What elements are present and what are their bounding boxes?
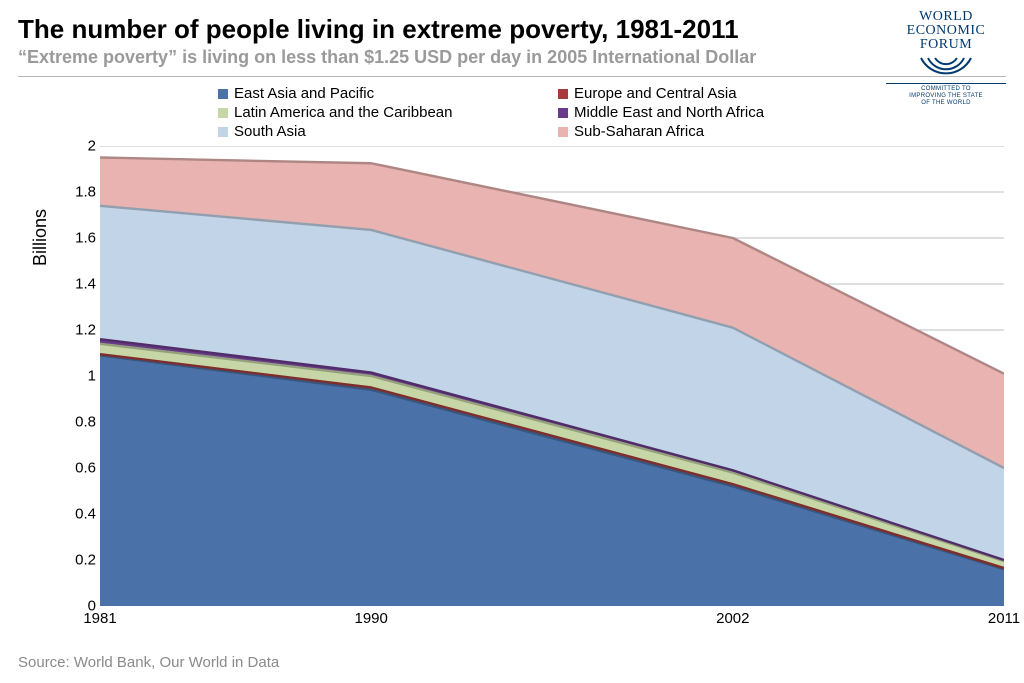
y-tick-label: 2 xyxy=(58,138,96,155)
y-tick-label: 1.8 xyxy=(58,184,96,201)
legend-item: East Asia and Pacific xyxy=(218,85,518,102)
legend-item: Latin America and the Caribbean xyxy=(218,104,518,121)
legend-item: Sub-Saharan Africa xyxy=(558,123,858,140)
header: The number of people living in extreme p… xyxy=(18,14,1006,77)
y-tick-label: 0.4 xyxy=(58,506,96,523)
legend-swatch xyxy=(218,108,228,118)
page: The number of people living in extreme p… xyxy=(0,0,1024,683)
legend-item: South Asia xyxy=(218,123,518,140)
logo-arc-icon xyxy=(916,54,976,76)
legend-swatch xyxy=(218,89,228,99)
y-tick-label: 1 xyxy=(58,368,96,385)
legend-label: Middle East and North Africa xyxy=(574,104,764,121)
legend-item: Europe and Central Asia xyxy=(558,85,858,102)
y-tick-label: 1.4 xyxy=(58,276,96,293)
legend-item: Middle East and North Africa xyxy=(558,104,858,121)
y-tick-label: 0.2 xyxy=(58,552,96,569)
x-axis-labels: 1981199020022011 xyxy=(100,610,1004,634)
legend-label: Latin America and the Caribbean xyxy=(234,104,452,121)
chart-legend: East Asia and Pacific Europe and Central … xyxy=(218,85,858,140)
legend-label: East Asia and Pacific xyxy=(234,85,374,102)
y-tick-label: 0.8 xyxy=(58,414,96,431)
source-text: Source: World Bank, Our World in Data xyxy=(18,654,279,671)
logo-line: WORLD xyxy=(886,10,1006,24)
y-tick-label: 0.6 xyxy=(58,460,96,477)
chart-plot xyxy=(100,146,1004,606)
y-axis-labels: 00.20.40.60.811.21.41.61.82 xyxy=(58,146,96,606)
x-tick-label: 2002 xyxy=(716,610,749,627)
chart-area: Billions 00.20.40.60.811.21.41.61.82 198… xyxy=(18,146,1004,636)
logo-line: FORUM xyxy=(886,38,1006,52)
legend-label: Sub-Saharan Africa xyxy=(574,123,704,140)
x-tick-label: 1981 xyxy=(83,610,116,627)
wef-logo: WORLD ECONOMIC FORUM COMMITTED TO IMPROV… xyxy=(886,10,1006,107)
legend-label: Europe and Central Asia xyxy=(574,85,737,102)
legend-swatch xyxy=(558,108,568,118)
y-axis-title: Billions xyxy=(30,209,51,266)
legend-swatch xyxy=(558,127,568,137)
x-tick-label: 2011 xyxy=(988,610,1020,627)
x-tick-label: 1990 xyxy=(355,610,388,627)
logo-line: ECONOMIC xyxy=(886,24,1006,38)
legend-label: South Asia xyxy=(234,123,306,140)
legend-swatch xyxy=(218,127,228,137)
y-tick-label: 1.6 xyxy=(58,230,96,247)
chart-subtitle: “Extreme poverty” is living on less than… xyxy=(18,47,1006,68)
chart-title: The number of people living in extreme p… xyxy=(18,14,1006,45)
legend-swatch xyxy=(558,89,568,99)
y-tick-label: 1.2 xyxy=(58,322,96,339)
logo-tagline: COMMITTED TO IMPROVING THE STATE OF THE … xyxy=(886,83,1006,107)
